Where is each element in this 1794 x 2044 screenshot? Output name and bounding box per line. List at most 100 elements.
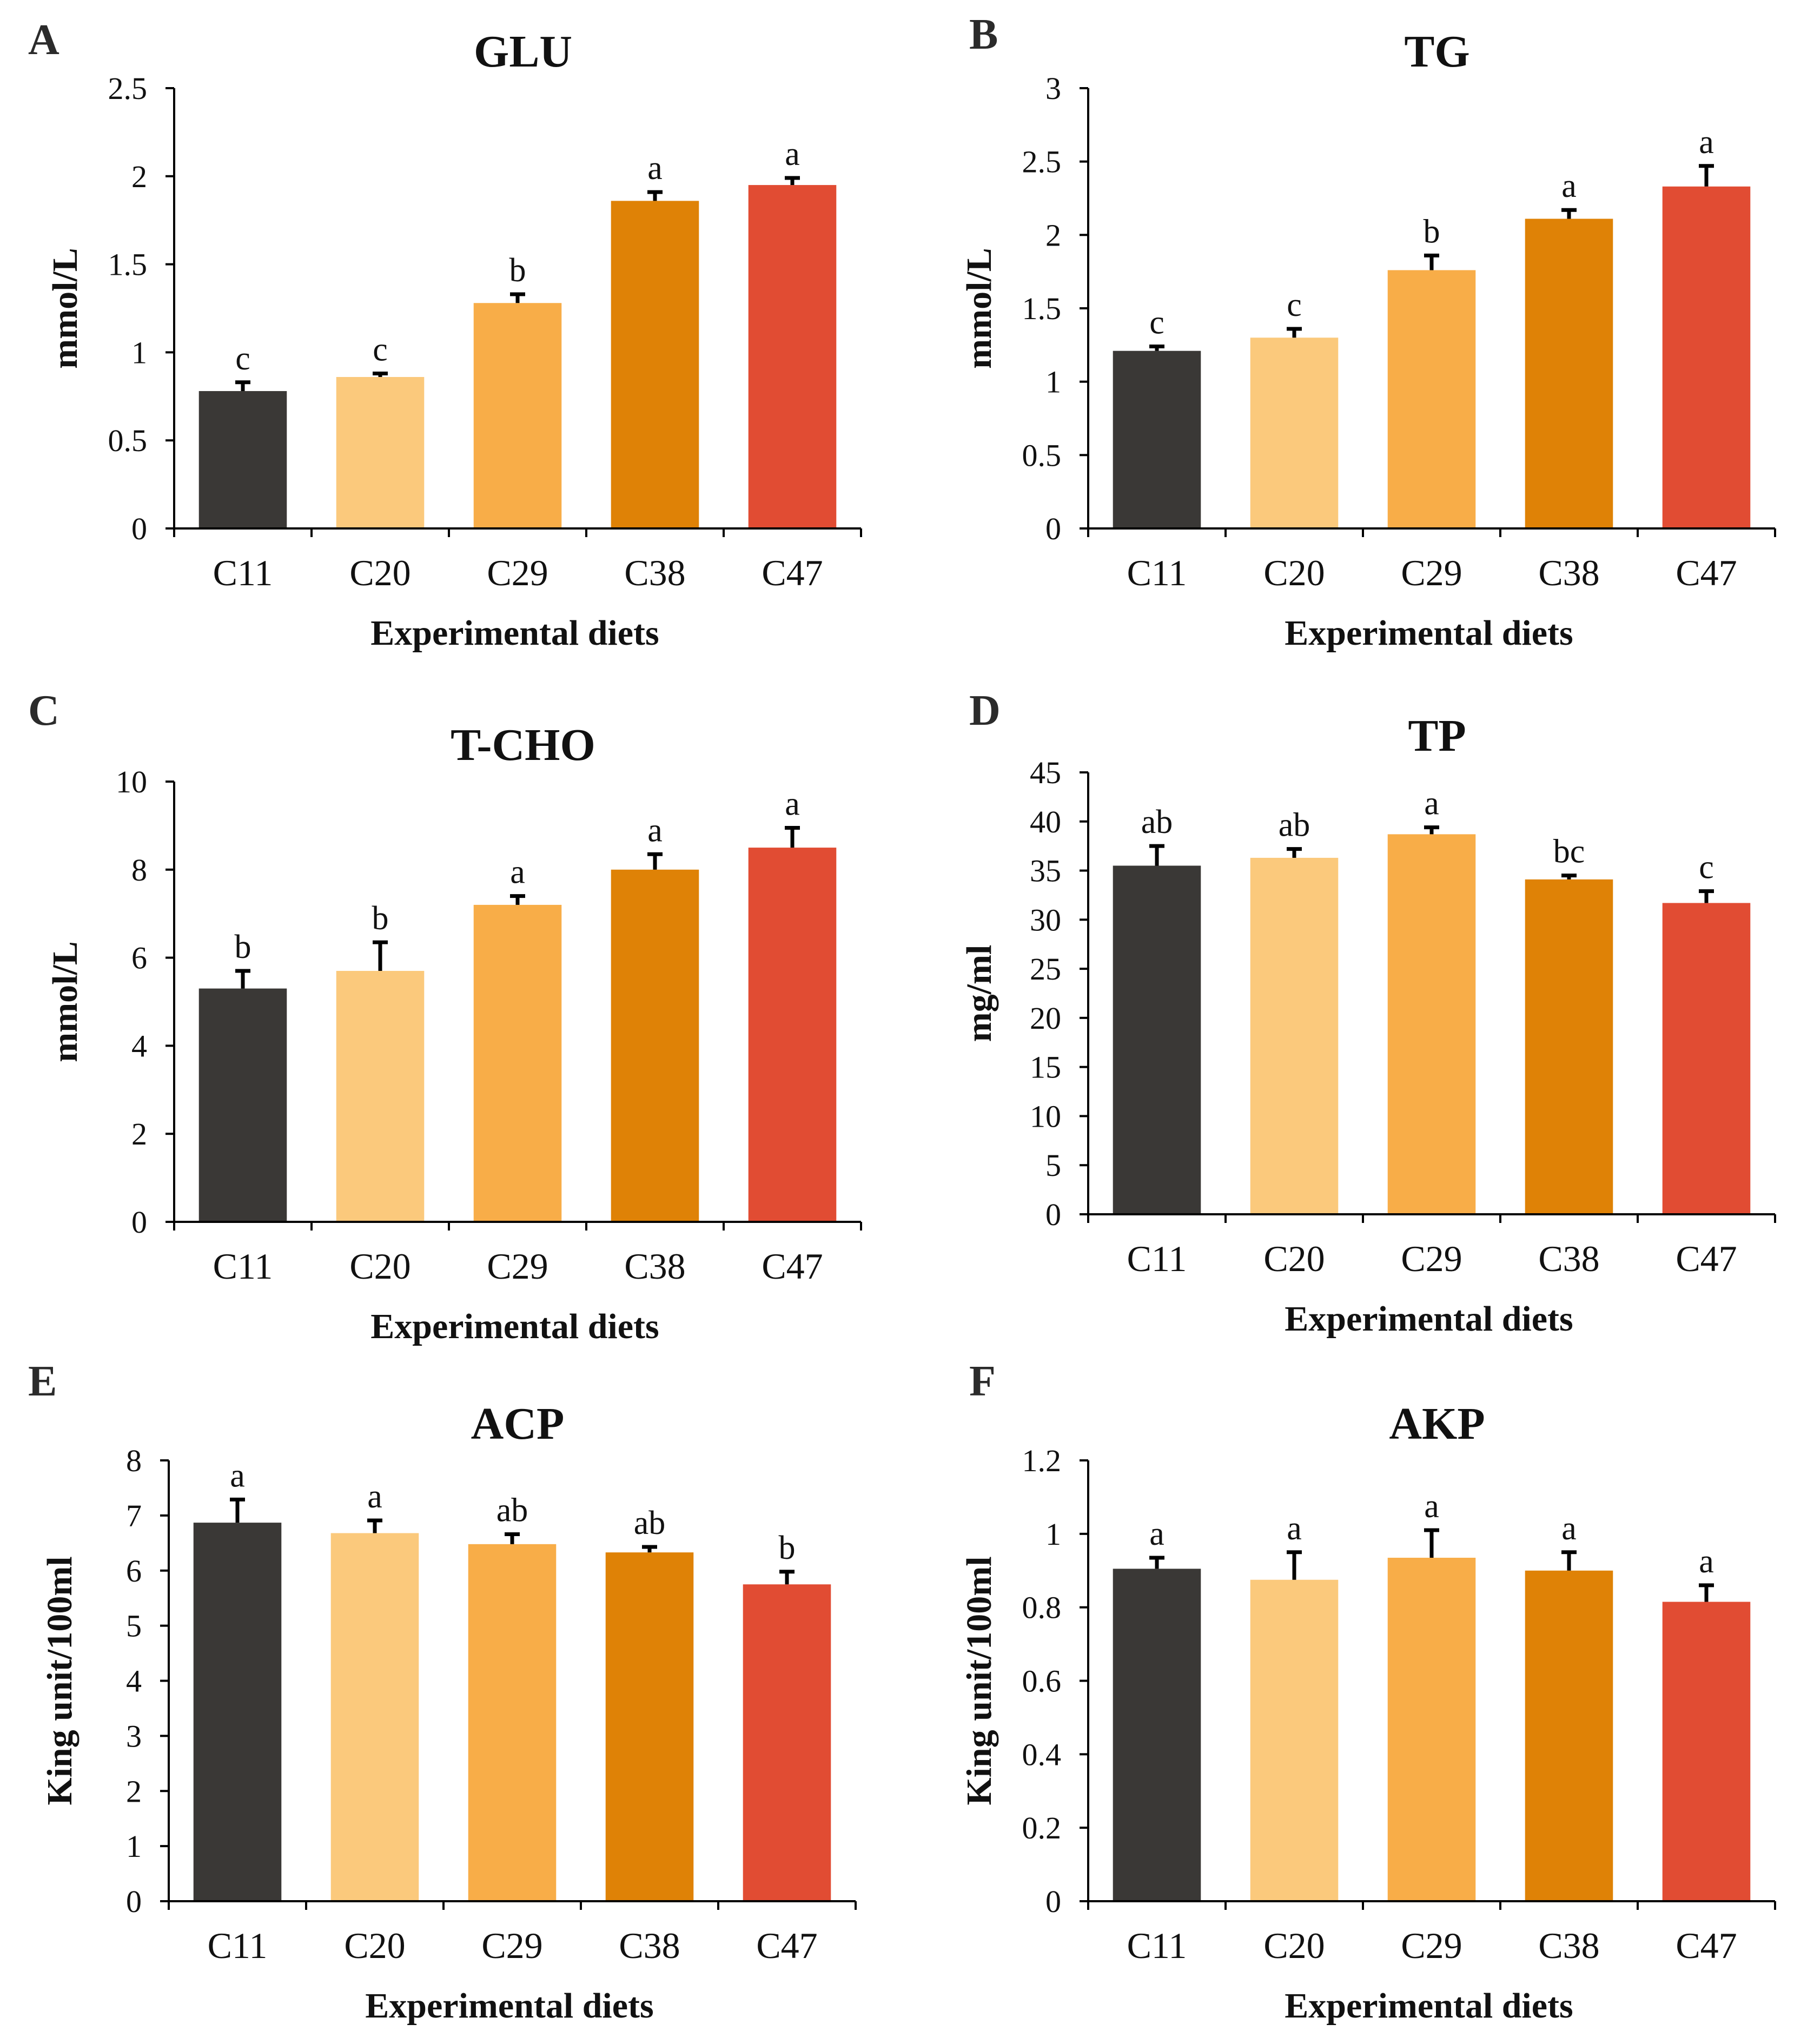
chart-title: GLU <box>474 27 572 77</box>
significance-label: c <box>1149 305 1164 341</box>
panel-letter: F <box>969 1358 996 1405</box>
y-tick-label: 0.6 <box>1022 1664 1062 1699</box>
y-tick-label: 10 <box>1030 1099 1061 1134</box>
significance-label: a <box>647 812 663 849</box>
category-label: C11 <box>1127 1925 1187 1966</box>
y-tick-label: 0 <box>1045 1884 1061 1919</box>
y-tick-label: 0 <box>126 1884 142 1919</box>
category-label: C29 <box>487 552 548 593</box>
bar-c29 <box>468 1544 557 1901</box>
chart-panel-c: C T-CHO b C11 b C20 a C29 a C38 a C47 0 2 4 6 8 10 mmol/L E… <box>28 687 862 1346</box>
significance-label: a <box>230 1457 245 1494</box>
y-tick-label: 3 <box>1045 71 1061 106</box>
y-tick-label: 15 <box>1030 1050 1061 1085</box>
bar-c20 <box>1250 338 1339 528</box>
chart-panel-d: D TP ab C11 ab C20 a C29 bc C38 c C47 0 5 10 15 20 25 30 35… <box>959 687 1776 1339</box>
category-label: C20 <box>1263 1238 1325 1279</box>
bar-c38 <box>1525 879 1613 1214</box>
significance-label: ab <box>1141 804 1173 841</box>
significance-label: c <box>235 340 250 377</box>
bar-c47 <box>1662 1602 1751 1901</box>
category-label: C20 <box>1263 1925 1325 1966</box>
significance-label: b <box>235 929 251 965</box>
y-tick-label: 1.5 <box>1022 291 1062 326</box>
significance-label: a <box>785 136 800 173</box>
category-label: C38 <box>624 552 685 593</box>
significance-label: c <box>1699 849 1714 886</box>
significance-label: b <box>372 900 389 937</box>
chart-title: T-CHO <box>451 720 595 770</box>
x-axis-title: Experimental diets <box>370 613 659 653</box>
category-label: C29 <box>1401 1238 1462 1279</box>
significance-label: a <box>785 785 800 822</box>
y-tick-label: 45 <box>1030 755 1061 790</box>
category-label: C20 <box>344 1925 405 1966</box>
y-tick-label: 2 <box>131 159 147 194</box>
x-axis-title: Experimental diets <box>370 1307 659 1346</box>
y-tick-label: 2 <box>126 1774 142 1809</box>
category-label: C11 <box>1127 1238 1187 1279</box>
bar-c11 <box>193 1523 282 1901</box>
category-label: C47 <box>756 1925 817 1966</box>
category-label: C47 <box>762 1246 823 1287</box>
y-tick-label: 3 <box>126 1718 142 1754</box>
significance-label: b <box>509 252 526 289</box>
category-label: C38 <box>1538 552 1599 593</box>
bar-c38 <box>611 201 699 528</box>
y-tick-label: 0 <box>131 1205 147 1240</box>
y-tick-label: 1.2 <box>1022 1443 1062 1478</box>
significance-label: ab <box>497 1492 528 1529</box>
bar-c11 <box>1113 1569 1201 1901</box>
y-axis-title: mg/ml <box>959 945 999 1042</box>
significance-label: a <box>1424 1488 1439 1525</box>
chart-panel-a: A GLU c C11 c C20 b C29 a C38 a C47 0 0.5 1 1.5 2 2.5 mmol… <box>28 16 862 653</box>
y-tick-label: 30 <box>1030 902 1061 937</box>
panel-letter: D <box>969 687 1001 735</box>
y-tick-label: 2.5 <box>108 71 148 106</box>
y-axis-title: mmol/L <box>959 248 999 369</box>
category-label: C38 <box>624 1246 685 1287</box>
x-axis-title: Experimental diets <box>1285 613 1573 653</box>
y-tick-label: 0.2 <box>1022 1810 1062 1845</box>
chart-title: AKP <box>1389 1399 1485 1449</box>
y-tick-label: 0.8 <box>1022 1590 1062 1625</box>
y-tick-label: 25 <box>1030 951 1061 987</box>
bar-c11 <box>1113 350 1201 528</box>
y-tick-label: 7 <box>126 1498 142 1533</box>
category-label: C47 <box>1676 552 1737 593</box>
y-tick-label: 8 <box>131 852 147 888</box>
chart-panel-f: F AKP a C11 a C20 a C29 a C38 a C47 0 0.2 0.4 0.6 0.8 1 1.… <box>959 1358 1776 2026</box>
significance-label: a <box>1699 124 1714 161</box>
category-label: C38 <box>1538 1238 1599 1279</box>
category-label: C20 <box>349 552 411 593</box>
y-tick-label: 4 <box>126 1664 142 1699</box>
bar-c11 <box>198 988 287 1222</box>
y-tick-label: 1.5 <box>108 247 148 282</box>
category-label: C38 <box>1538 1925 1599 1966</box>
y-tick-label: 0 <box>1045 1197 1061 1232</box>
bar-c38 <box>611 869 699 1222</box>
y-tick-label: 0.4 <box>1022 1737 1062 1772</box>
bar-c47 <box>748 185 837 529</box>
y-tick-label: 5 <box>126 1609 142 1644</box>
category-label: C11 <box>213 552 273 593</box>
significance-label: a <box>1561 168 1577 204</box>
y-axis-title: King unit/100ml <box>40 1556 80 1805</box>
y-tick-label: 40 <box>1030 804 1061 839</box>
chart-title: TP <box>1408 711 1466 761</box>
x-axis-title: Experimental diets <box>1285 1299 1573 1339</box>
bar-c29 <box>473 904 562 1222</box>
x-axis-title: Experimental diets <box>365 1986 653 2026</box>
category-label: C29 <box>481 1925 542 1966</box>
y-axis-title: mmol/L <box>45 941 85 1062</box>
bar-c20 <box>336 376 425 528</box>
category-label: C11 <box>208 1925 268 1966</box>
y-tick-label: 2.5 <box>1022 144 1062 180</box>
chart-title: TG <box>1404 27 1469 77</box>
y-tick-label: 5 <box>1045 1148 1061 1183</box>
significance-label: a <box>1424 785 1439 822</box>
category-label: C47 <box>762 552 823 593</box>
significance-label: ab <box>1279 807 1310 844</box>
bar-c20 <box>1250 1579 1339 1901</box>
significance-label: a <box>1561 1510 1577 1547</box>
